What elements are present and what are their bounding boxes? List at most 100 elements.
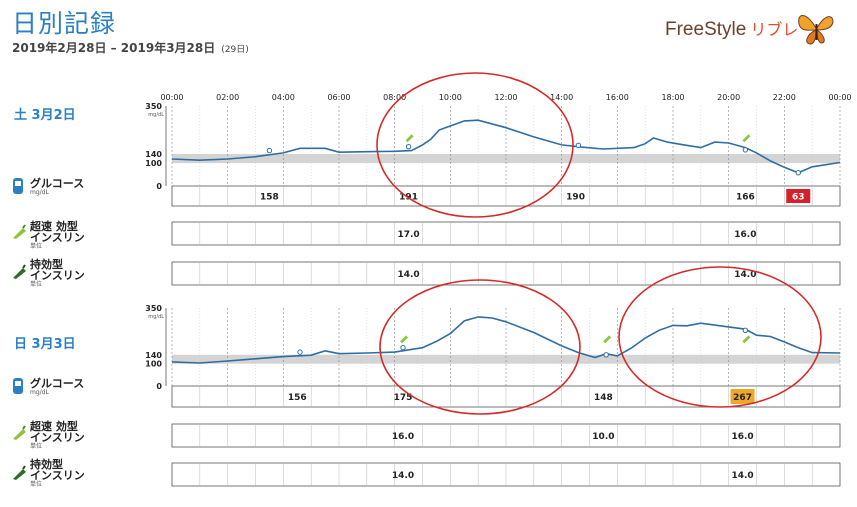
rapid-insulin-row-label: 超速 効型 インスリン 単位 (30, 421, 85, 450)
time-tick-label: 16:00 (606, 93, 629, 102)
scan-marker (795, 170, 801, 176)
day-label-2: 日 3月3日 (14, 333, 76, 352)
glucose-value: 156 (288, 393, 307, 403)
time-tick-label: 04:00 (272, 93, 295, 102)
highlight-oval (376, 72, 574, 218)
long-insulin-pen-icon (13, 465, 26, 480)
y-tick-label: 100 (145, 159, 162, 168)
y-tick-label: 350 (145, 102, 162, 111)
day-label-1: 土 3月2日 (14, 104, 76, 123)
scan-marker (603, 352, 609, 358)
time-tick-label: 18:00 (661, 93, 684, 102)
glucose-label: グルコース (30, 377, 85, 390)
scan-marker (266, 147, 273, 154)
rapid-insulin-row-label: 超速 効型 インスリン 単位 (30, 221, 85, 250)
rapid-insulin-marker-icon (742, 134, 751, 143)
rapid-label-1: 超速 効型 (30, 220, 78, 233)
rapid-label-2: インスリン (30, 231, 85, 244)
y-tick-label: 140 (145, 150, 162, 159)
rapid-insulin-value: 16.0 (734, 230, 756, 240)
time-tick-label: 22:00 (773, 93, 796, 102)
glucose-meter-icon (13, 178, 23, 194)
time-tick-label: 06:00 (327, 93, 350, 102)
glucose-value: 175 (394, 393, 413, 403)
rapid-insulin-value: 10.0 (592, 432, 614, 442)
scan-marker (405, 143, 412, 150)
long-label-1: 持効型 (30, 258, 63, 271)
glucose-unit: mg/dL (30, 389, 49, 396)
glucose-flag-box (730, 389, 755, 404)
time-tick-label: 00:00 (160, 93, 183, 102)
report-title: 日別記録 (12, 9, 117, 38)
y-tick-label: 100 (145, 360, 162, 369)
glucose-row-label: グルコース mg/dL (30, 378, 84, 396)
long-insulin-row-label: 持効型 インスリン 単位 (30, 259, 85, 288)
scan-marker (742, 327, 749, 333)
brand-main: FreeStyle (665, 19, 747, 40)
y-tick-label: 140 (145, 351, 162, 360)
rapid-label-1: 超速 効型 (30, 420, 78, 433)
rapid-insulin-pen-icon (13, 224, 26, 239)
glucose-value: 158 (260, 193, 279, 203)
scan-marker (742, 147, 749, 153)
glucose-row-label: グルコース mg/dL (30, 178, 84, 196)
time-tick-label: 20:00 (717, 93, 740, 102)
glucose-value: 190 (566, 193, 585, 203)
scan-marker (400, 344, 406, 351)
glucose-value: 148 (594, 393, 613, 403)
rapid-insulin-marker-icon (400, 335, 409, 344)
long-label-2: インスリン (30, 469, 85, 482)
y-tick-label: 350 (145, 304, 162, 313)
glucose-meter-icon (13, 378, 23, 394)
long-insulin-pen-icon (13, 264, 26, 279)
long-unit: 単位 (30, 281, 43, 288)
glucose-flag-box (786, 189, 811, 203)
weekday: 土 (14, 108, 28, 123)
y-tick-label: 0 (156, 182, 162, 191)
time-tick-label: 00:00 (828, 93, 851, 102)
scan-marker (297, 349, 303, 355)
rapid-insulin-marker-icon (405, 134, 414, 143)
time-tick-label: 12:00 (494, 93, 517, 102)
butterfly-logo-icon (798, 15, 834, 45)
time-tick-label: 08:00 (383, 93, 406, 102)
long-insulin-value: 14.0 (734, 270, 756, 280)
glucose-unit: mg/dL (30, 189, 49, 196)
rapid-insulin-pen-icon (13, 425, 26, 440)
rapid-insulin-marker-icon (742, 335, 751, 344)
time-tick-label: 14:00 (550, 93, 573, 102)
brand-logo-text: FreeStyle リブレ (665, 16, 798, 41)
long-label-2: インスリン (30, 269, 85, 282)
rapid-insulin-value: 16.0 (392, 432, 414, 442)
rapid-insulin-marker-icon (603, 335, 612, 344)
long-insulin-value: 14.0 (392, 471, 414, 481)
long-insulin-row-label: 持効型 インスリン 単位 (30, 459, 85, 488)
rapid-unit: 単位 (30, 443, 43, 450)
time-tick-label: 02:00 (216, 93, 239, 102)
y-unit-label: mg/dL (148, 314, 164, 320)
date: 3月3日 (31, 337, 76, 352)
long-insulin-value: 14.0 (397, 270, 419, 280)
glucose-value: 63 (792, 193, 805, 203)
long-label-1: 持効型 (30, 458, 63, 471)
rapid-unit: 単位 (30, 243, 43, 250)
rapid-insulin-value: 16.0 (731, 432, 753, 442)
rapid-label-2: インスリン (30, 431, 85, 444)
y-tick-label: 0 (156, 382, 162, 391)
weekday: 日 (14, 337, 28, 352)
day-count: (29日) (221, 45, 249, 55)
date-range: 2019年2月28日 – 2019年3月28日 (29日) (12, 39, 249, 56)
y-unit-label: mg/dL (148, 112, 164, 118)
long-unit: 単位 (30, 481, 43, 488)
time-tick-label: 10:00 (439, 93, 462, 102)
long-insulin-value: 14.0 (731, 471, 753, 481)
highlight-oval (379, 279, 581, 415)
scan-marker (575, 142, 582, 149)
highlight-oval (618, 266, 822, 408)
date: 3月2日 (31, 108, 76, 123)
glucose-value: 267 (733, 393, 752, 403)
target-range-band (172, 354, 840, 364)
rapid-insulin-value: 17.0 (397, 230, 419, 240)
glucose-value: 166 (736, 193, 755, 203)
